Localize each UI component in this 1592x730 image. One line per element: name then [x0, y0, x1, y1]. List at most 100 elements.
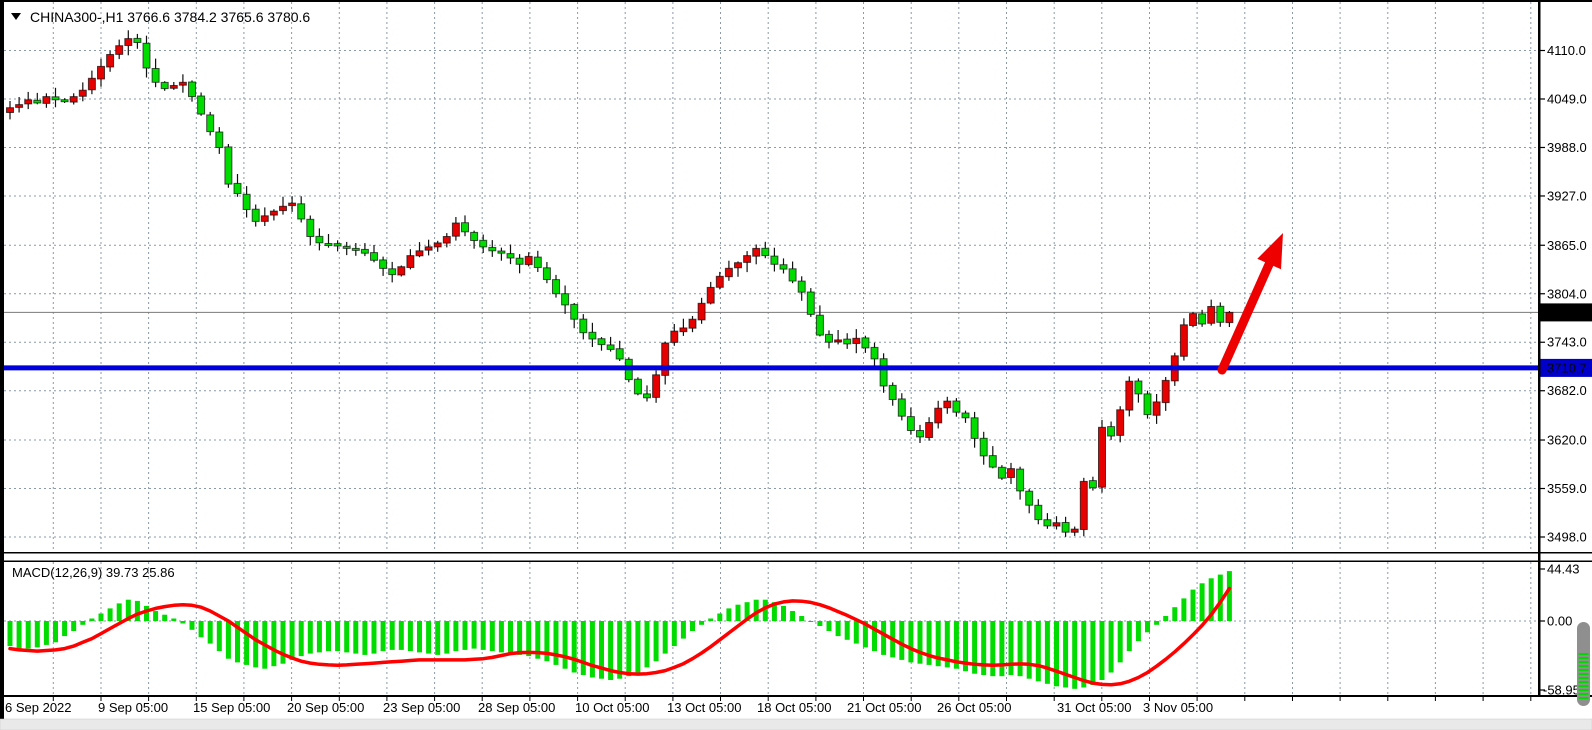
macd-bar	[771, 602, 777, 621]
macd-bar	[644, 621, 650, 668]
candle	[1134, 378, 1143, 403]
macd-bar	[826, 621, 832, 631]
candle-body	[825, 333, 833, 343]
main-price-panel[interactable]	[4, 2, 1538, 552]
macd-bar	[162, 614, 168, 621]
price-tick-label: 3559.0	[1547, 481, 1587, 496]
candle-body	[306, 218, 315, 238]
candle	[51, 87, 60, 108]
time-axis-label: 9 Sep 05:00	[98, 700, 168, 715]
macd-bar	[999, 621, 1005, 677]
candle-body	[870, 346, 879, 360]
candle-body	[906, 416, 915, 432]
candle	[106, 50, 115, 72]
candle	[233, 174, 242, 197]
macd-bar	[1126, 621, 1132, 652]
bottom-border	[0, 695, 1592, 697]
candle	[433, 240, 442, 252]
macd-axis-label: -58.95	[1543, 683, 1580, 698]
candle	[33, 92, 42, 105]
candle	[506, 244, 515, 265]
candle-body	[934, 407, 943, 424]
macd-bar	[471, 621, 477, 649]
candle-body	[670, 330, 679, 343]
candle	[970, 411, 979, 448]
macd-panel[interactable]	[4, 562, 1538, 695]
candle-body	[1098, 426, 1106, 488]
candle	[652, 370, 661, 403]
candle-body	[1143, 393, 1152, 416]
candle	[952, 398, 961, 417]
candle-body	[633, 378, 642, 395]
time-axis-label: 28 Sep 05:00	[478, 700, 555, 715]
candle-body	[1161, 379, 1170, 404]
candle	[688, 316, 697, 333]
time-axis-label: 21 Oct 05:00	[847, 700, 921, 715]
macd-bar	[1035, 621, 1041, 682]
candle-body	[1198, 313, 1207, 325]
candle-body	[488, 246, 497, 252]
candle-body	[1007, 468, 1015, 479]
candle	[524, 252, 533, 267]
candle-body	[788, 268, 797, 282]
candle	[797, 276, 806, 301]
candle	[934, 400, 943, 429]
candle-body	[297, 203, 306, 220]
scroll-thumb-stripe	[1578, 685, 1589, 687]
macd-bar	[799, 616, 805, 621]
price-tick-label: 3927.0	[1547, 189, 1587, 204]
macd-plot-area[interactable]	[4, 562, 1538, 695]
candle	[470, 230, 479, 249]
candle	[224, 144, 233, 188]
macd-bar	[289, 621, 295, 660]
candle	[916, 424, 924, 443]
scrollbar-thumb[interactable]	[1577, 622, 1590, 706]
macd-bar	[744, 602, 750, 621]
macd-bar	[316, 621, 322, 653]
candle-body	[479, 239, 488, 248]
macd-bar	[699, 621, 705, 625]
macd-bar	[963, 621, 968, 672]
left-border	[0, 0, 4, 719]
candle-body	[288, 202, 297, 207]
macd-bar	[844, 621, 850, 640]
macd-bar	[80, 621, 86, 625]
macd-bar	[462, 621, 468, 650]
candle-body	[260, 215, 269, 222]
macd-bar	[1108, 621, 1114, 673]
macd-bar	[872, 621, 877, 652]
candle	[661, 341, 670, 385]
candle	[888, 382, 897, 406]
candle	[679, 318, 688, 336]
candle	[561, 285, 570, 314]
candle-body	[451, 222, 460, 237]
candle	[879, 353, 888, 393]
candle	[169, 82, 178, 90]
symbol-dropdown-icon[interactable]	[11, 13, 21, 20]
candle	[333, 240, 342, 252]
chart-plot-area[interactable]	[4, 2, 1538, 552]
candle-body	[570, 303, 579, 320]
scroll-thumb-stripe	[1578, 677, 1589, 679]
candle-body	[524, 255, 533, 266]
macd-bar	[62, 621, 68, 637]
candle-body	[997, 466, 1006, 479]
candle-body	[15, 104, 24, 108]
macd-bar	[562, 621, 568, 669]
time-axis-label: 26 Oct 05:00	[937, 700, 1011, 715]
candle-body	[60, 99, 69, 103]
candle-body	[834, 339, 843, 343]
price-tick-label: 3865.0	[1547, 238, 1587, 253]
scroll-thumb-stripe	[1578, 673, 1589, 675]
macd-bar	[480, 621, 486, 650]
candle	[1007, 462, 1015, 484]
candle-body	[815, 314, 824, 336]
candle-body	[324, 243, 333, 246]
time-axis[interactable]: 6 Sep 2022 9 Sep 05:00 15 Sep 05:00 20 Sep …	[5, 697, 1532, 715]
macd-bar	[225, 621, 231, 659]
price-axis[interactable]: 4110.0 4049.0 3988.0 3927.0 3865.0 3804.0 3743…	[1538, 43, 1592, 698]
macd-bar	[953, 621, 959, 669]
candle-body	[215, 131, 224, 148]
scroll-thumb-stripe	[1578, 681, 1589, 683]
candle	[1016, 466, 1025, 500]
